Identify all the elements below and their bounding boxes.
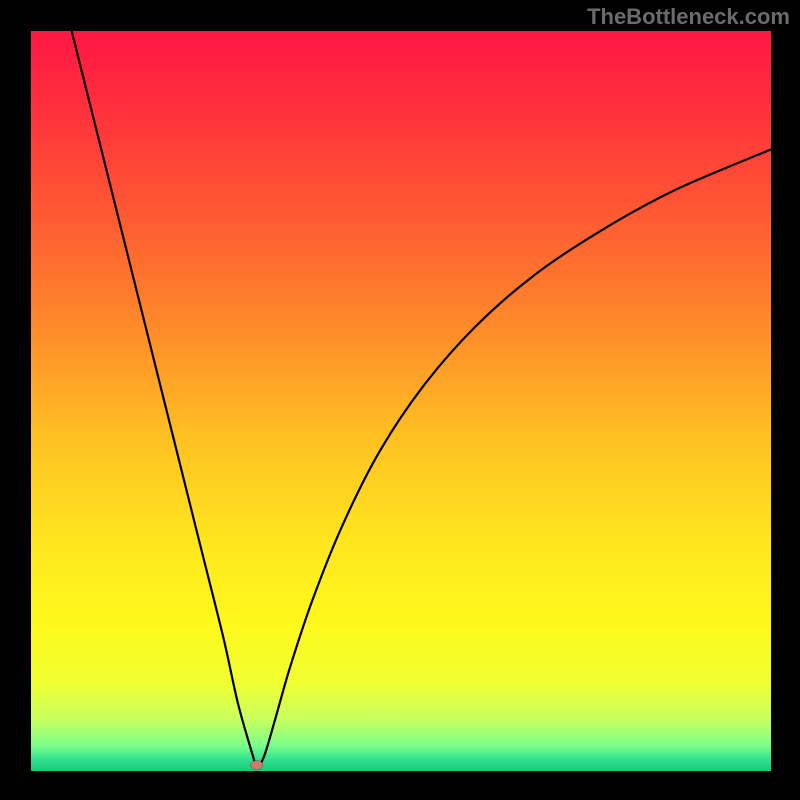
chart-svg (31, 31, 771, 771)
gradient-background (31, 31, 771, 771)
optimum-marker (251, 761, 263, 770)
watermark-text: TheBottleneck.com (587, 4, 790, 30)
chart-container: TheBottleneck.com (0, 0, 800, 800)
plot-area (31, 31, 771, 771)
